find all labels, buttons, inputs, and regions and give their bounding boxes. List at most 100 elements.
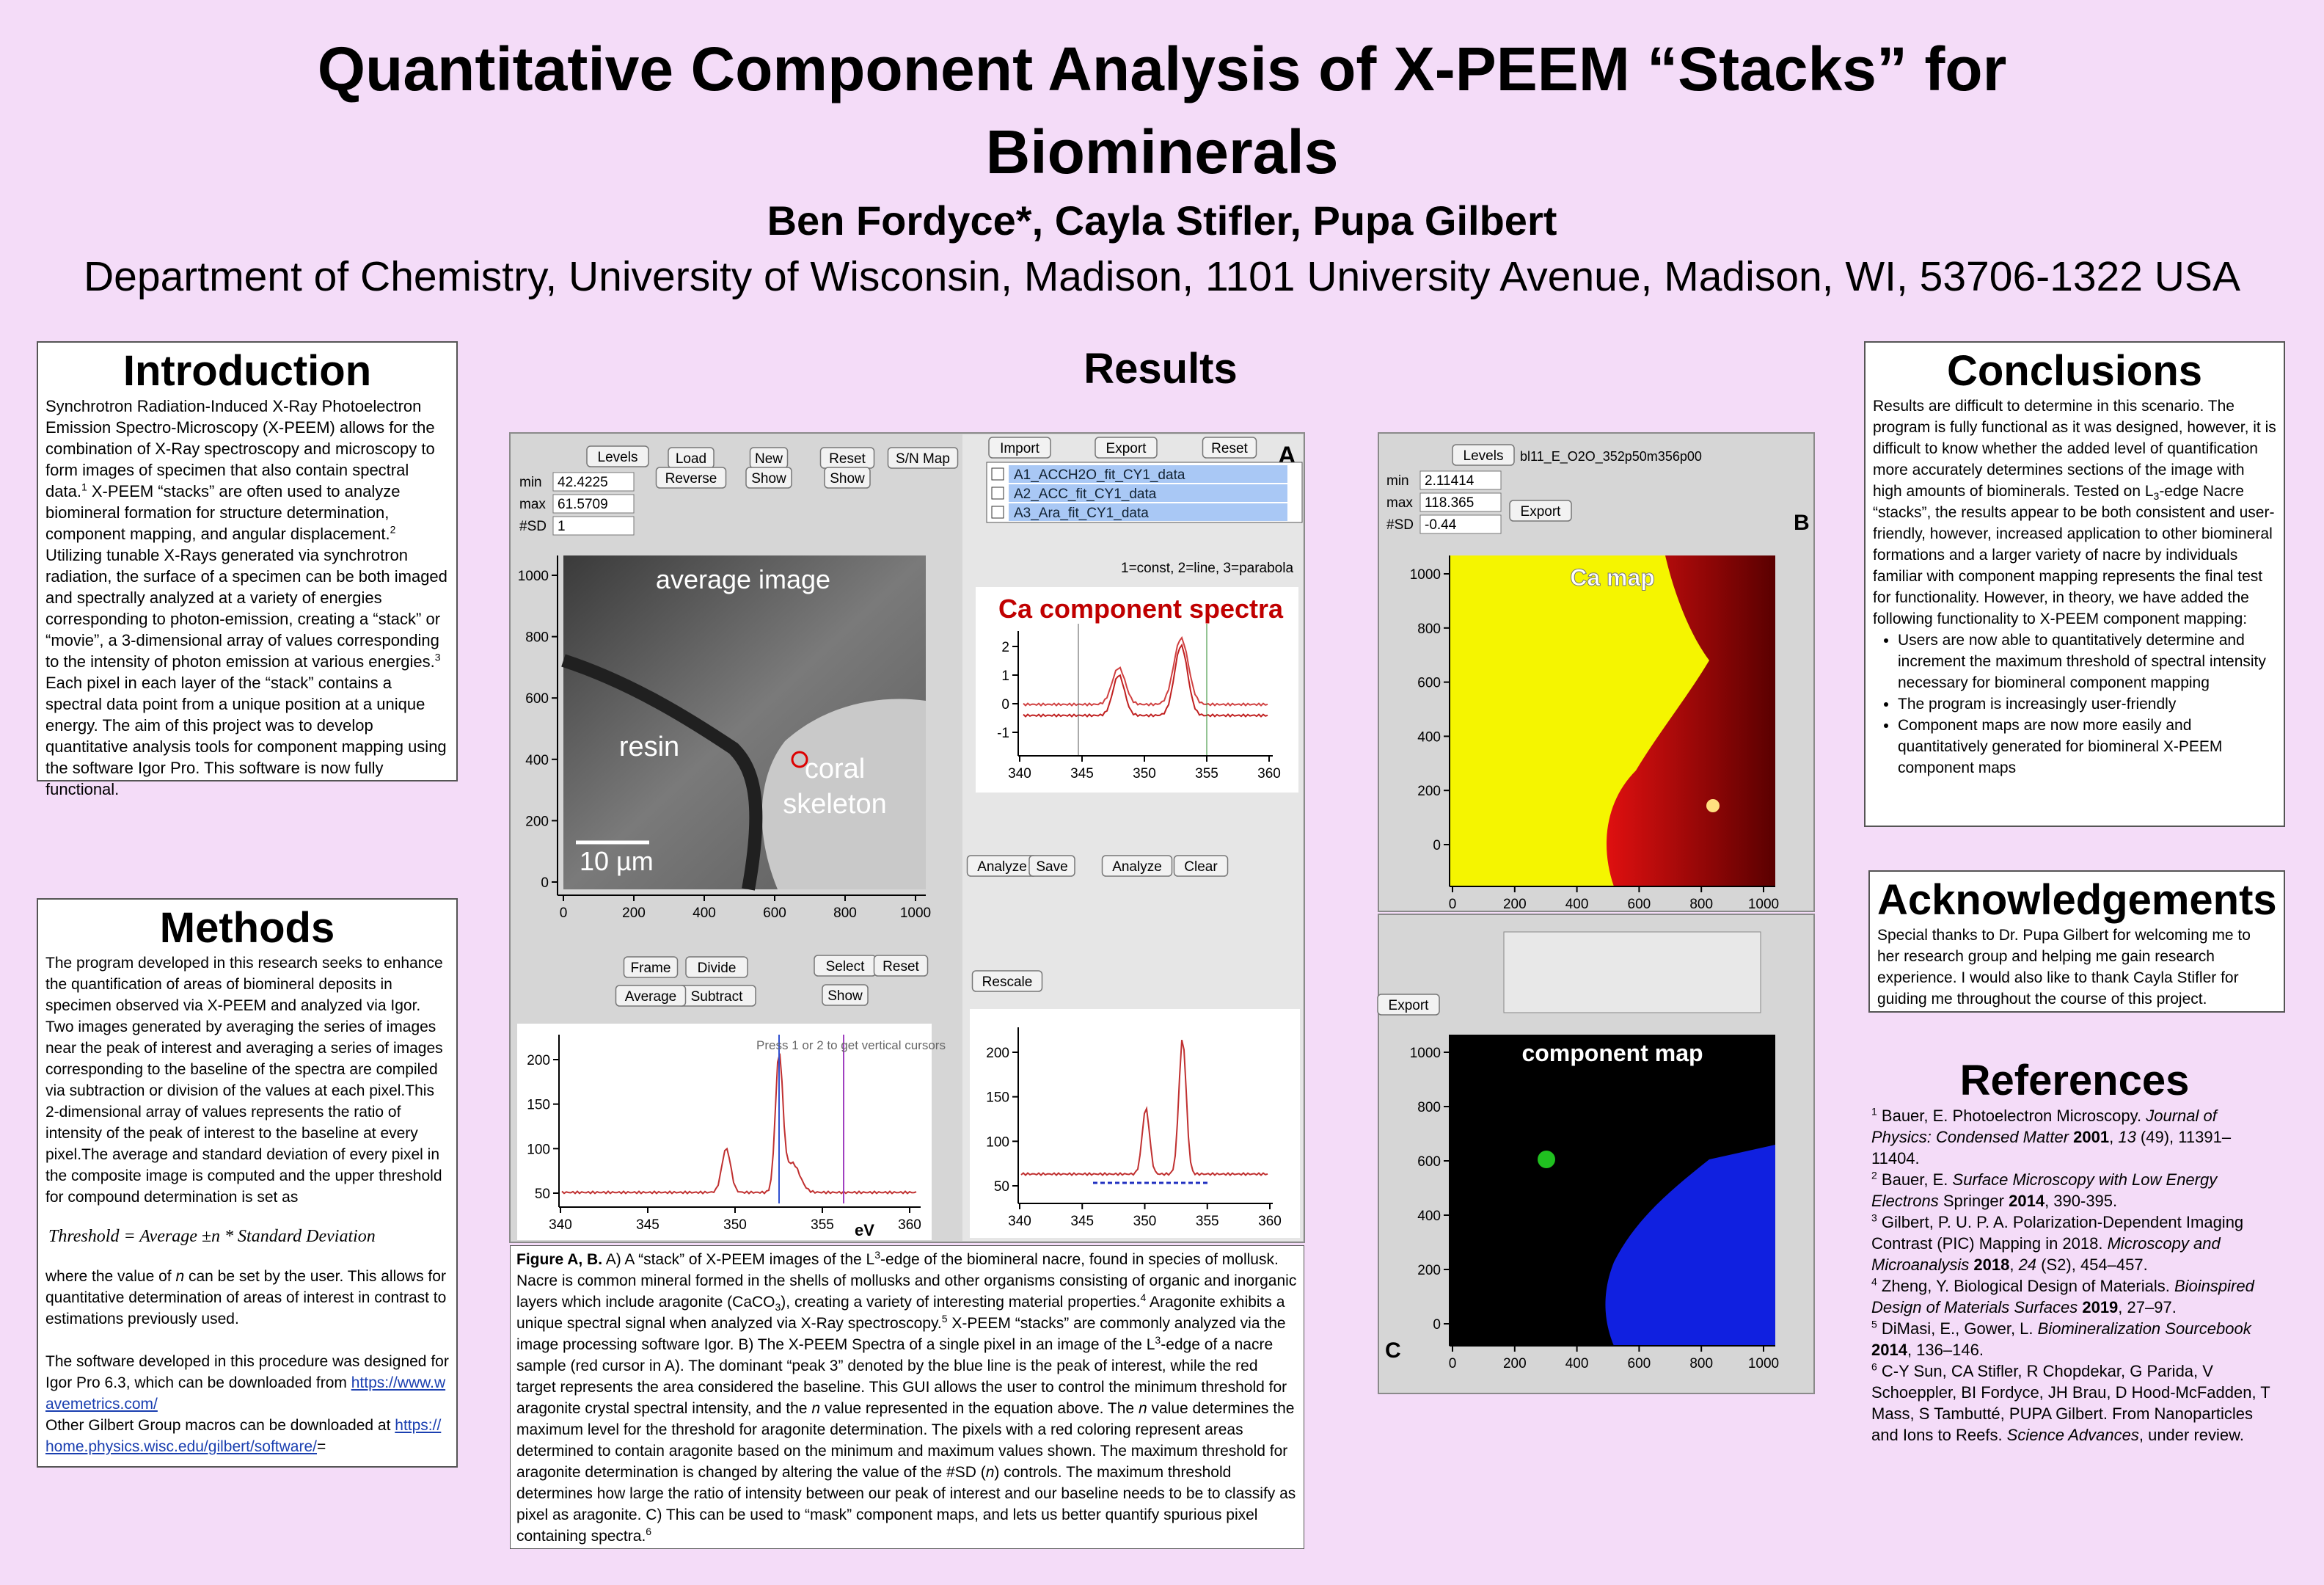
text-run: C-Y Sun, CA Stifler, R Chopdekar, G Pari…	[1871, 1362, 2270, 1444]
checkbox	[991, 467, 1004, 481]
button	[971, 970, 1043, 992]
button	[1509, 500, 1572, 522]
button-label: Reverse	[665, 471, 717, 487]
text-run: 6	[1871, 1360, 1877, 1373]
bullet: The program is increasingly user-friendl…	[1898, 693, 2276, 715]
x-tick-label: 800	[1689, 897, 1713, 912]
y-tick-label: 1000	[518, 569, 549, 584]
authors: Ben Fordyce*, Cayla Stifler, Pupa Gilber…	[767, 197, 1557, 244]
field	[552, 472, 635, 492]
text-run: 2	[1871, 1169, 1877, 1181]
button	[586, 445, 649, 467]
x-tick-label: 600	[1628, 897, 1651, 912]
reference: 1 Bauer, E. Photoelectron Microscopy. Jo…	[1871, 1105, 2278, 1169]
dialog	[1503, 931, 1761, 1013]
link[interactable]: https://home.physics.wisc.edu/gilbert/so…	[45, 1417, 442, 1455]
formula: Threshold = Average ±n * Standard Deviat…	[48, 1227, 376, 1246]
acknowledgements: Acknowledgements Special thanks to Dr. P…	[1868, 870, 2285, 1013]
text-run: n	[985, 1464, 995, 1481]
field-label: max	[1386, 495, 1413, 511]
text-run: ,	[2109, 1128, 2119, 1146]
y-tick-label: 150	[527, 1098, 550, 1113]
field-value: 1	[558, 519, 566, 534]
image-title: Ca map	[1570, 564, 1655, 591]
x-tick-label: 1000	[1748, 1356, 1779, 1371]
text-run: (S2), 454–457.	[2036, 1256, 2148, 1274]
x-tick-label: 350	[1133, 766, 1156, 781]
paragraph: Results are difficult to determine in th…	[1873, 396, 2276, 630]
link[interactable]: https://www.wavemetrics.com/	[45, 1374, 446, 1413]
text-run: =	[317, 1438, 326, 1455]
scale-label: 10 µm	[580, 846, 654, 876]
button-label: Analyze	[977, 859, 1027, 875]
button-label: Subtract	[691, 989, 743, 1005]
bullet: Component maps are now more easily and q…	[1898, 715, 2276, 779]
x-tick-label: 345	[1070, 1214, 1094, 1229]
x-tick-label: 1000	[900, 906, 931, 921]
text-run: Aragonite exhibits a unique spectral sig…	[516, 1294, 1285, 1332]
field-label: #SD	[1386, 517, 1414, 533]
paragraph: Special thanks to Dr. Pupa Gilbert for w…	[1877, 927, 2251, 1008]
heading: References	[1959, 1057, 2190, 1104]
button-label: Reset	[883, 959, 919, 974]
reference-list: 1 Bauer, E. Photoelectron Microscopy. Jo…	[1871, 1105, 2278, 1446]
button-label: Import	[1000, 441, 1040, 456]
button	[1202, 437, 1257, 459]
reference: 4 Zheng, Y. Biological Design of Materia…	[1871, 1275, 2278, 1318]
panel-label: B	[1794, 511, 1810, 535]
field	[552, 516, 635, 536]
text-run: n	[811, 1400, 821, 1417]
x-tick-label: 360	[1257, 766, 1281, 781]
methods: Methods The program developed in this re…	[37, 898, 458, 1468]
x-tick-label: 0	[1449, 897, 1457, 912]
button	[1101, 855, 1173, 877]
text-run: Bauer, E.	[1877, 1170, 1953, 1189]
affiliation: Department of Chemistry, University of W…	[84, 253, 2240, 300]
text-run: Utilizing tunable X-Rays generated via s…	[45, 546, 447, 671]
x-tick-label: 360	[898, 1217, 921, 1233]
list-item: A3_Ara_fit_CY1_data	[1014, 506, 1149, 521]
x-tick-label: 350	[723, 1217, 747, 1233]
heading: Acknowledgements	[1877, 876, 2277, 924]
button-label: Frame	[631, 961, 671, 976]
field-value: 2.11414	[1425, 473, 1475, 489]
text-run: , 27–97.	[2118, 1298, 2177, 1316]
text-run: Results are difficult to determine in th…	[1873, 398, 2276, 500]
paragraph: Figure A, B. A) A “stack” of X-PEEM imag…	[516, 1249, 1298, 1547]
x-tick-label: 600	[1628, 1356, 1651, 1371]
y-tick-label: 0	[541, 875, 549, 891]
text-run: value determines the maximum level for t…	[516, 1400, 1295, 1481]
button-label: Show	[830, 471, 865, 487]
title: Quantitative Component Analysis of X-PEE…	[317, 34, 2007, 186]
button	[615, 985, 687, 1007]
text-run: 1	[1871, 1105, 1877, 1118]
text-run: -edge of the biomineral nacre, found in …	[516, 1251, 1297, 1311]
plot-bg	[970, 1009, 1300, 1238]
button-label: Save	[1036, 859, 1067, 875]
field-label: #SD	[519, 519, 547, 534]
reference: 3 Gilbert, P. U. P. A. Polarization-Depe…	[1871, 1211, 2278, 1275]
x-tick-label: 200	[622, 906, 646, 921]
text-run: 3	[2153, 490, 2160, 503]
button	[873, 955, 929, 977]
text-run: value represented in the equation above.…	[820, 1400, 1139, 1417]
x-tick-label: 400	[1565, 1356, 1589, 1371]
text-run: 2001	[2069, 1128, 2110, 1146]
image-region	[1607, 555, 1775, 886]
bullet-list: Users are now able to quantitatively det…	[1873, 630, 2276, 779]
text-run: Science Advances	[2006, 1426, 2139, 1444]
button	[887, 447, 959, 469]
text-run: 3	[775, 1301, 781, 1313]
reference: 5 DiMasi, E., Gower, L. Biomineralizatio…	[1871, 1318, 2278, 1360]
image-label: skeleton	[783, 789, 887, 820]
text-run: (49), 11391–11404.	[1871, 1128, 2232, 1167]
field-label: max	[519, 497, 546, 512]
button-label: New	[755, 451, 783, 467]
checkbox	[991, 487, 1004, 500]
button	[1095, 437, 1158, 459]
button	[623, 956, 679, 978]
button	[988, 437, 1051, 459]
cursor	[791, 751, 808, 768]
